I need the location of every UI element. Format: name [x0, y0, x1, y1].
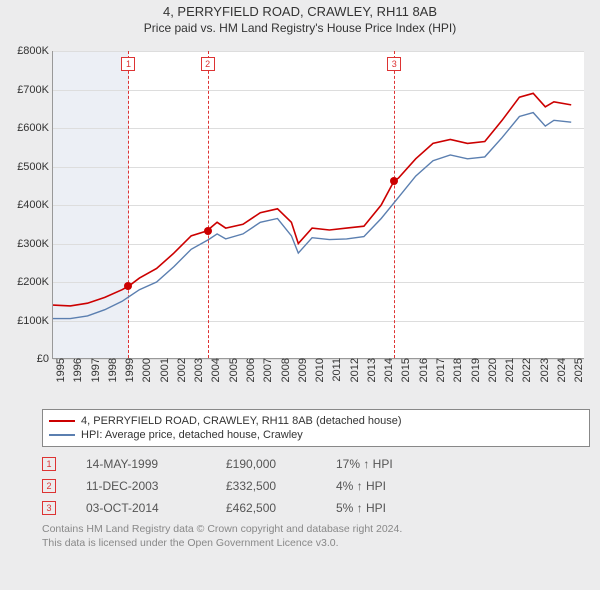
- y-tick-label: £300K: [17, 238, 53, 250]
- x-tick-label: 1995: [53, 358, 67, 382]
- x-tick-label: 2012: [347, 358, 361, 382]
- x-tick-label: 2021: [502, 358, 516, 382]
- legend-swatch: [49, 420, 75, 422]
- y-tick-label: £500K: [17, 161, 53, 173]
- footer-line-2: This data is licensed under the Open Gov…: [42, 537, 590, 551]
- footer-line-1: Contains HM Land Registry data © Crown c…: [42, 523, 590, 537]
- transaction-price: £332,500: [226, 479, 336, 493]
- attribution-footer: Contains HM Land Registry data © Crown c…: [42, 523, 590, 550]
- x-tick-label: 2019: [468, 358, 482, 382]
- transaction-date: 11-DEC-2003: [86, 479, 226, 493]
- x-tick-label: 2014: [381, 358, 395, 382]
- chart-area: £0 £100K £200K £300K £400K £500K £600K £700K £80…: [10, 45, 590, 365]
- y-tick-label: £700K: [17, 84, 53, 96]
- legend-item: HPI: Average price, detached house, Craw…: [49, 428, 583, 442]
- x-tick-label: 2022: [519, 358, 533, 382]
- x-tick-label: 2013: [364, 358, 378, 382]
- transaction-vs-hpi: 4% ↑ HPI: [336, 479, 386, 493]
- y-tick-label: £800K: [17, 45, 53, 57]
- x-tick-label: 1998: [105, 358, 119, 382]
- x-tick-label: 2004: [208, 358, 222, 382]
- series-svg: [53, 51, 585, 359]
- legend-item: 4, PERRYFIELD ROAD, CRAWLEY, RH11 8AB (d…: [49, 414, 583, 428]
- x-tick-label: 2010: [312, 358, 326, 382]
- x-tick-label: 2007: [260, 358, 274, 382]
- transaction-index-marker: 2: [42, 479, 56, 493]
- chart-title-block: 4, PERRYFIELD ROAD, CRAWLEY, RH11 8AB Pr…: [0, 0, 600, 35]
- series-line: [53, 93, 571, 306]
- x-tick-label: 2006: [243, 358, 257, 382]
- x-tick-label: 1997: [88, 358, 102, 382]
- transaction-row: 2 11-DEC-2003£332,5004% ↑ HPI: [42, 475, 590, 497]
- x-tick-label: 1999: [122, 358, 136, 382]
- transaction-row: 1 14-MAY-1999£190,00017% ↑ HPI: [42, 453, 590, 475]
- x-tick-label: 2003: [191, 358, 205, 382]
- x-tick-label: 2015: [398, 358, 412, 382]
- transaction-vs-hpi: 5% ↑ HPI: [336, 501, 386, 515]
- y-tick-label: £0: [37, 353, 53, 365]
- y-tick-label: £200K: [17, 276, 53, 288]
- y-tick-label: £600K: [17, 122, 53, 134]
- x-tick-label: 2001: [157, 358, 171, 382]
- transactions-table: 1 14-MAY-1999£190,00017% ↑ HPI 2 11-DEC-200…: [42, 453, 590, 519]
- x-tick-label: 2025: [571, 358, 585, 382]
- transaction-index-marker: 3: [42, 501, 56, 515]
- transaction-date: 03-OCT-2014: [86, 501, 226, 515]
- transaction-price: £462,500: [226, 501, 336, 515]
- x-tick-label: 2020: [485, 358, 499, 382]
- x-tick-label: 2005: [226, 358, 240, 382]
- transaction-dot: [390, 177, 398, 185]
- x-tick-label: 2018: [450, 358, 464, 382]
- transaction-vs-hpi: 17% ↑ HPI: [336, 457, 393, 471]
- transaction-date: 14-MAY-1999: [86, 457, 226, 471]
- x-tick-label: 2011: [329, 358, 343, 382]
- x-tick-label: 2016: [416, 358, 430, 382]
- transaction-index-marker: 1: [42, 457, 56, 471]
- y-tick-label: £100K: [17, 315, 53, 327]
- x-tick-label: 2009: [295, 358, 309, 382]
- x-tick-label: 2024: [554, 358, 568, 382]
- legend-swatch: [49, 434, 75, 436]
- x-tick-label: 1996: [70, 358, 84, 382]
- x-tick-label: 2002: [174, 358, 188, 382]
- transaction-price: £190,000: [226, 457, 336, 471]
- x-tick-label: 2017: [433, 358, 447, 382]
- x-tick-label: 2008: [278, 358, 292, 382]
- x-tick-label: 2023: [537, 358, 551, 382]
- transaction-dot: [124, 282, 132, 290]
- x-tick-label: 2000: [139, 358, 153, 382]
- transaction-dot: [204, 227, 212, 235]
- y-tick-label: £400K: [17, 199, 53, 211]
- legend-label: HPI: Average price, detached house, Craw…: [81, 429, 303, 441]
- transaction-row: 3 03-OCT-2014£462,5005% ↑ HPI: [42, 497, 590, 519]
- plot-area: £0£100K£200K£300K£400K£500K£600K£700K£80…: [52, 51, 584, 359]
- title-subtitle: Price paid vs. HM Land Registry's House …: [0, 21, 600, 35]
- legend: 4, PERRYFIELD ROAD, CRAWLEY, RH11 8AB (d…: [42, 409, 590, 447]
- legend-label: 4, PERRYFIELD ROAD, CRAWLEY, RH11 8AB (d…: [81, 415, 402, 427]
- title-address: 4, PERRYFIELD ROAD, CRAWLEY, RH11 8AB: [0, 4, 600, 19]
